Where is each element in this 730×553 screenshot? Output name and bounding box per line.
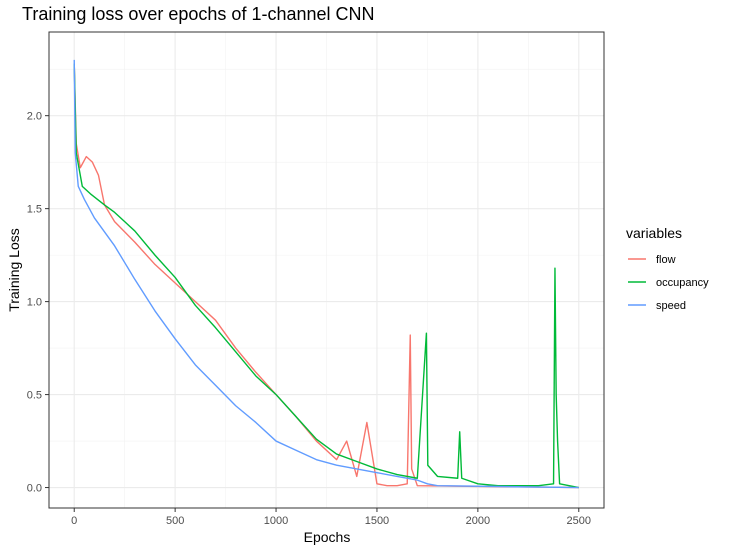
x-tick-label: 1500	[365, 515, 389, 527]
grid-major	[49, 32, 604, 508]
legend-label-occupancy: occupancy	[656, 277, 709, 289]
x-tick-label: 2000	[466, 515, 490, 527]
x-axis-title: Epochs	[304, 529, 351, 545]
legend-item-speed: speed	[628, 300, 686, 312]
legend-label-flow: flow	[656, 254, 676, 266]
y-tick-label: 0.0	[27, 483, 42, 495]
x-tick-label: 2500	[567, 515, 591, 527]
series-line-occupancy	[73, 63, 579, 489]
series-line-speed	[73, 59, 579, 489]
x-tick-label: 1000	[264, 515, 288, 527]
plot-area	[48, 31, 605, 509]
y-axis: 0.0 0.5 1.0 1.5 2.0	[27, 111, 49, 495]
legend-label-speed: speed	[656, 300, 686, 312]
legend-item-flow: flow	[628, 254, 676, 266]
y-axis-title: Training Loss	[6, 228, 22, 312]
x-axis: 0 500 1000 1500 2000 2500	[71, 508, 591, 527]
plot-border	[48, 31, 605, 509]
series-lines	[73, 59, 579, 489]
legend: variables flow occupancy speed	[626, 225, 709, 312]
series-line-flow	[73, 63, 579, 489]
legend-title: variables	[626, 225, 682, 241]
y-tick-label: 1.5	[27, 204, 42, 216]
legend-items: flow occupancy speed	[628, 254, 709, 312]
y-tick-label: 2.0	[27, 111, 42, 123]
grid-minor	[49, 32, 604, 508]
y-tick-label: 1.0	[27, 297, 42, 309]
y-tick-label: 0.5	[27, 390, 42, 402]
x-tick-label: 500	[166, 515, 184, 527]
legend-item-occupancy: occupancy	[628, 277, 709, 289]
chart-title: Training loss over epochs of 1-channel C…	[22, 4, 375, 24]
x-tick-label: 0	[71, 515, 77, 527]
